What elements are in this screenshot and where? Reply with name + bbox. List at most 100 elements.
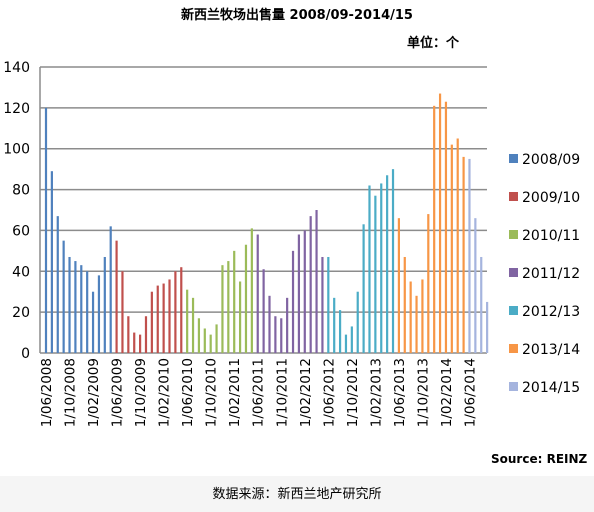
x-tick-label: 1/06/2011	[251, 358, 267, 427]
bar	[450, 144, 453, 353]
y-tick-label: 20	[12, 305, 30, 321]
legend-swatch	[509, 192, 518, 201]
y-tick-label: 40	[12, 264, 30, 280]
bar	[321, 256, 324, 353]
bar	[139, 334, 142, 353]
bar	[221, 265, 224, 353]
x-tick-label: 1/10/2011	[274, 358, 290, 427]
bar	[444, 101, 448, 353]
bar	[144, 316, 148, 353]
bar	[203, 328, 206, 353]
bar	[391, 169, 395, 353]
legend-label: 2010/11	[522, 228, 580, 244]
x-tick-label: 1/10/2012	[345, 358, 361, 427]
x-tick-label: 1/02/2010	[157, 358, 173, 427]
y-tick-label: 60	[12, 223, 30, 239]
bar	[427, 214, 430, 353]
bar	[191, 297, 195, 353]
bar	[403, 256, 406, 353]
bar	[80, 265, 83, 353]
bar	[374, 195, 377, 353]
bar	[468, 158, 471, 353]
bar	[109, 226, 112, 353]
unit-label: 单位：个	[407, 36, 460, 51]
bar	[186, 289, 189, 353]
bar	[250, 228, 253, 353]
bar	[356, 291, 359, 353]
bar	[315, 210, 318, 353]
bar	[415, 295, 418, 353]
bar	[62, 240, 65, 353]
bar	[74, 261, 77, 353]
x-tick-label: 1/06/2014	[462, 358, 478, 427]
bar	[409, 281, 412, 353]
y-tick-label: 140	[3, 60, 30, 76]
chart-panel	[0, 52, 594, 475]
bar	[274, 316, 277, 353]
bar	[456, 138, 459, 353]
bar	[150, 291, 153, 353]
bar	[68, 256, 71, 353]
bar	[368, 185, 371, 353]
bar	[174, 271, 177, 353]
bar	[362, 224, 365, 353]
bar	[338, 310, 342, 353]
bar	[397, 218, 400, 353]
legend-swatch	[509, 268, 518, 277]
legend-label: 2013/14	[522, 342, 580, 358]
chart-title: 新西兰牧场出售量 2008/09-2014/15	[181, 8, 413, 23]
bar	[162, 283, 165, 353]
x-tick-label: 1/06/2009	[110, 358, 126, 427]
x-tick-label: 1/10/2013	[415, 358, 431, 427]
x-tick-label: 1/10/2008	[63, 358, 79, 427]
bar	[280, 318, 283, 353]
bar	[297, 234, 301, 353]
x-tick-label: 1/02/2009	[86, 358, 102, 427]
legend-label: 2009/10	[522, 190, 580, 206]
bar	[233, 250, 236, 353]
x-tick-label: 1/02/2014	[439, 358, 455, 427]
legend-swatch	[509, 154, 518, 163]
bar	[309, 216, 312, 353]
x-tick-label: 1/06/2012	[321, 358, 337, 427]
bar	[268, 295, 271, 353]
y-tick-label: 80	[12, 183, 30, 199]
bar	[215, 324, 218, 353]
x-tick-label: 1/06/2013	[392, 358, 408, 427]
legend-label: 2012/13	[522, 304, 580, 320]
bar	[386, 175, 389, 353]
y-tick-label: 120	[3, 101, 30, 117]
bar	[103, 256, 106, 353]
bar	[256, 234, 259, 353]
bar	[44, 107, 48, 353]
x-tick-label: 1/02/2012	[298, 358, 314, 427]
bar	[238, 281, 242, 353]
bar	[180, 267, 183, 353]
x-tick-label: 1/10/2010	[204, 358, 220, 427]
source-note: Source: REINZ	[491, 452, 588, 466]
bar	[86, 271, 89, 353]
bar	[56, 216, 59, 353]
bar	[168, 279, 171, 353]
x-tick-label: 1/02/2013	[368, 358, 384, 427]
bar	[91, 291, 95, 353]
legend-swatch	[509, 306, 518, 315]
legend-swatch	[509, 230, 518, 239]
footer-bar	[0, 476, 594, 512]
bar	[327, 256, 330, 353]
x-tick-label: 1/06/2010	[180, 358, 196, 427]
bar	[209, 334, 212, 353]
bar	[380, 183, 383, 353]
bar	[438, 93, 442, 354]
y-tick-label: 0	[21, 346, 30, 362]
y-tick-label: 100	[3, 142, 30, 158]
bar	[303, 230, 306, 353]
bar	[156, 285, 159, 353]
bar	[486, 301, 489, 353]
legend-label: 2008/09	[522, 152, 580, 168]
legend-swatch	[509, 382, 518, 391]
x-tick-label: 1/10/2009	[133, 358, 149, 427]
bar	[244, 244, 248, 353]
bar-chart: 0 20 40 60 80 100 120 140 1/06/2008 1/10/2008 1/02…	[3, 60, 580, 427]
bar	[262, 269, 265, 353]
